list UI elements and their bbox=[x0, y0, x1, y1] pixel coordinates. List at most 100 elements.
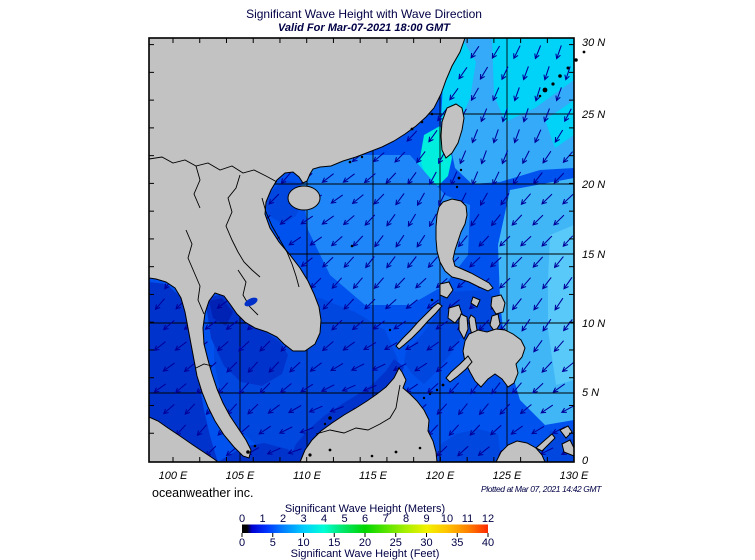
land-taiwan bbox=[440, 103, 465, 159]
legend-meters-tick: 8 bbox=[403, 513, 409, 525]
wave-direction-arrow bbox=[479, 66, 489, 80]
wave-direction-arrow bbox=[534, 129, 542, 144]
wave-direction-arrow bbox=[449, 87, 459, 101]
wave-direction-arrow bbox=[478, 403, 489, 416]
wave-direction-arrow bbox=[541, 235, 553, 247]
wave-direction-arrow bbox=[499, 277, 511, 289]
wave-direction-arrow bbox=[266, 447, 281, 455]
wave-direction-arrow bbox=[470, 213, 480, 227]
wave-direction-arrow bbox=[522, 150, 530, 165]
wave-direction-arrow bbox=[532, 256, 544, 268]
wave-direction-arrow bbox=[341, 384, 356, 392]
wave-direction-arrow bbox=[300, 383, 314, 393]
ocean-patch-gulf-thailand-inner bbox=[209, 298, 233, 326]
lon-label-110e: 110 E bbox=[293, 470, 322, 482]
wave-direction-arrow bbox=[489, 424, 502, 436]
lon-label-125e: 125 E bbox=[493, 470, 522, 482]
legend-meters-tick: 9 bbox=[423, 513, 429, 525]
legend-feet-tickmarks bbox=[241, 533, 489, 537]
wave-direction-arrow bbox=[162, 404, 175, 415]
wave-direction-arrow bbox=[500, 192, 510, 206]
ocean-patch-ne-cyan bbox=[492, 38, 574, 122]
wave-direction-arrow bbox=[552, 383, 566, 393]
wave-direction-arrow bbox=[532, 214, 544, 226]
wave-direction-arrow bbox=[478, 235, 490, 247]
wave-direction-arrow bbox=[225, 320, 238, 330]
land-mindoro bbox=[439, 281, 454, 299]
wave-direction-arrow bbox=[540, 404, 554, 414]
wave-direction-arrow bbox=[447, 341, 460, 352]
wave-direction-arrow bbox=[491, 45, 501, 59]
wave-direction-arrow bbox=[392, 363, 407, 371]
wave-direction-arrow bbox=[174, 383, 187, 394]
wave-direction-arrow bbox=[512, 171, 522, 185]
wave-direction-arrow bbox=[363, 173, 376, 184]
wave-direction-arrow bbox=[407, 256, 417, 269]
wave-direction-arrow bbox=[343, 298, 355, 310]
wave-direction-arrow bbox=[362, 384, 377, 392]
wave-direction-arrow bbox=[330, 194, 344, 204]
wave-direction-arrow bbox=[351, 320, 364, 331]
land-masbate bbox=[470, 296, 481, 308]
wave-direction-arrow bbox=[405, 299, 418, 309]
wave-direction-arrow bbox=[259, 340, 271, 352]
land-mindanao bbox=[462, 328, 526, 388]
legend-feet-tick: 20 bbox=[359, 537, 371, 549]
wave-direction-arrow bbox=[300, 257, 313, 267]
wave-direction-arrow bbox=[543, 108, 550, 123]
wave-direction-arrow bbox=[415, 277, 427, 289]
wave-direction-arrow bbox=[342, 215, 355, 226]
wave-direction-arrow bbox=[365, 256, 375, 269]
wave-direction-arrow bbox=[543, 66, 550, 81]
wave-direction-arrow bbox=[395, 234, 405, 248]
wave-direction-arrow bbox=[480, 150, 487, 165]
wave-direction-arrow bbox=[542, 277, 552, 290]
wave-direction-arrow bbox=[491, 382, 501, 395]
wave-direction-arrow bbox=[522, 66, 529, 81]
wave-direction-arrow bbox=[435, 362, 448, 373]
wave-direction-arrow bbox=[258, 425, 272, 435]
legend: Significant Wave Height (Meters) 0 1 2 3… bbox=[239, 503, 494, 560]
wave-direction-arrow bbox=[299, 427, 314, 434]
legend-feet-tick: 25 bbox=[390, 537, 402, 549]
wave-direction-arrow bbox=[196, 424, 207, 437]
wave-direction-arrow bbox=[247, 361, 259, 374]
wave-direction-arrow bbox=[492, 171, 500, 186]
wave-direction-arrow bbox=[456, 445, 469, 457]
legend-meters-tick: 1 bbox=[259, 513, 265, 525]
wave-direction-arrow bbox=[563, 276, 573, 290]
wave-direction-arrow bbox=[162, 320, 175, 331]
wave-direction-arrow bbox=[435, 320, 449, 330]
wave-direction-arrow bbox=[153, 383, 167, 393]
wave-direction-arrow bbox=[372, 320, 385, 330]
wave-direction-arrow bbox=[553, 340, 564, 353]
lat-label-20n: 20 N bbox=[581, 179, 605, 191]
legend-feet-tick: 5 bbox=[270, 537, 276, 549]
wave-direction-arrow bbox=[457, 403, 468, 416]
land-leyte bbox=[489, 313, 501, 333]
legend-feet-tick: 30 bbox=[420, 537, 432, 549]
wave-direction-arrow bbox=[309, 362, 322, 372]
lat-label-25n: 25 N bbox=[581, 109, 605, 121]
legend-feet-tick: 35 bbox=[451, 537, 463, 549]
legend-meters-tick: 10 bbox=[441, 513, 453, 525]
lon-label-115e: 115 E bbox=[359, 470, 388, 482]
wave-direction-arrow bbox=[521, 318, 531, 332]
land-hainan bbox=[287, 185, 321, 211]
wave-direction-arrow bbox=[331, 319, 343, 331]
wave-direction-arrow bbox=[300, 215, 314, 225]
land-zamboanga bbox=[445, 355, 473, 383]
wave-direction-arrow bbox=[247, 403, 259, 415]
wave-direction-arrow bbox=[395, 193, 405, 206]
wave-direction-arrow bbox=[520, 235, 532, 247]
wave-direction-arrow bbox=[394, 277, 406, 289]
wave-direction-arrow bbox=[320, 384, 335, 392]
legend-feet-tick: 15 bbox=[328, 537, 340, 549]
lat-label-30n: 30 N bbox=[582, 37, 605, 49]
wave-direction-arrow bbox=[457, 235, 468, 248]
legend-meters-tick: 3 bbox=[300, 513, 306, 525]
wave-direction-arrow bbox=[489, 256, 502, 268]
wave-direction-arrow bbox=[427, 256, 438, 269]
wave-direction-arrow bbox=[374, 235, 384, 248]
